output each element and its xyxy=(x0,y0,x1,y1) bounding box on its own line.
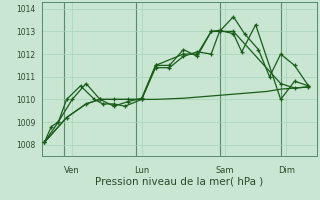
X-axis label: Pression niveau de la mer( hPa ): Pression niveau de la mer( hPa ) xyxy=(95,176,263,186)
